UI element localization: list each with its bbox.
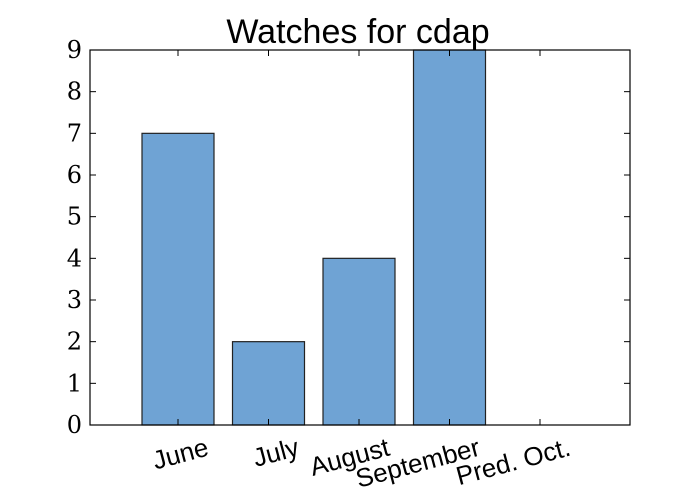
bars-group xyxy=(141,49,487,426)
bar-june xyxy=(141,132,215,426)
bar-august xyxy=(322,257,396,426)
bar-july xyxy=(231,341,306,426)
x-tick-label: July xyxy=(250,432,302,473)
y-tick-label: 1 xyxy=(67,369,82,397)
y-tick-label: 6 xyxy=(67,161,82,189)
y-tick-label: 0 xyxy=(67,411,82,439)
chart-title: Watches for cdap xyxy=(226,13,489,51)
plot-frame xyxy=(89,49,631,426)
y-tick-label: 7 xyxy=(67,119,82,147)
y-tick-label: 5 xyxy=(67,203,82,231)
y-tick-label: 8 xyxy=(67,78,82,106)
x-tick-label: June xyxy=(149,432,211,476)
y-tick-label: 4 xyxy=(67,244,82,272)
bar-september xyxy=(412,49,487,426)
y-axis-ticks: 0 1 2 3 4 5 6 7 8 9 xyxy=(67,36,630,439)
y-tick-label: 9 xyxy=(67,36,82,64)
y-tick-label: 3 xyxy=(67,286,82,314)
y-tick-label: 2 xyxy=(67,328,82,356)
